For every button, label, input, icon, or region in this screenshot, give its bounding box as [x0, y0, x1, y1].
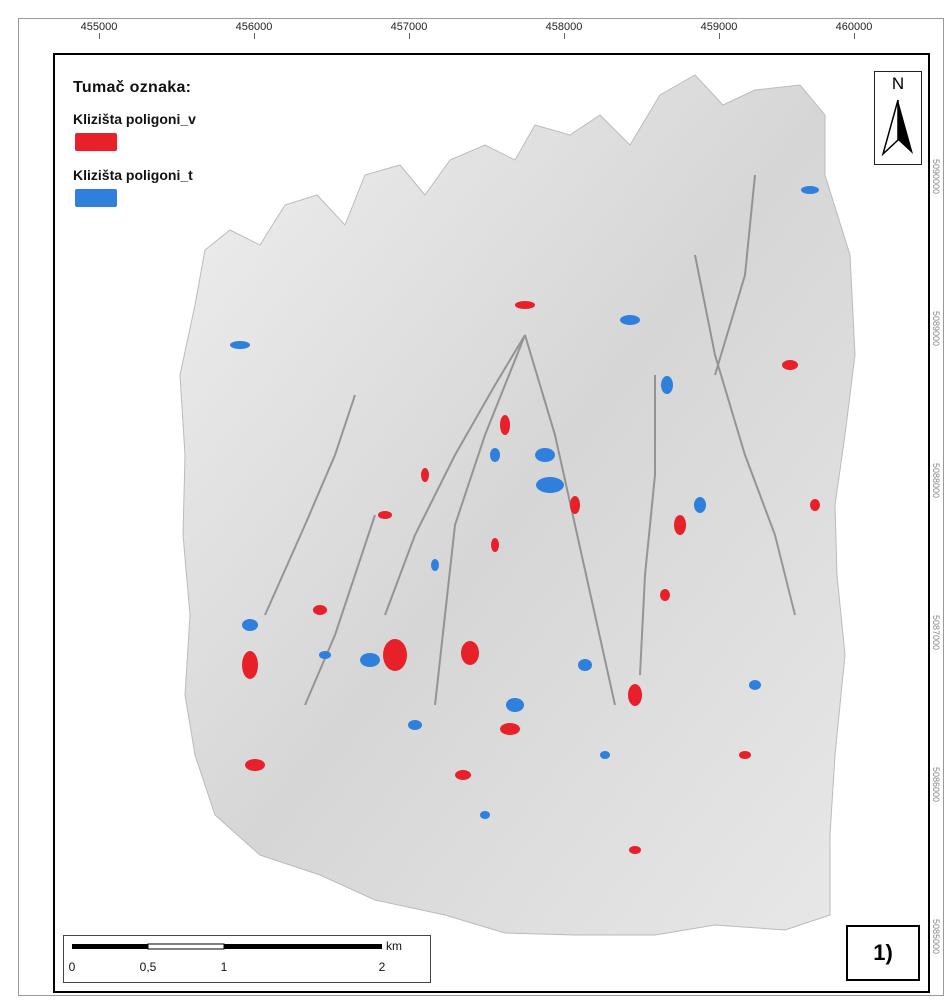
right-tick-label: 5087000 — [931, 615, 941, 651]
right-tick-label: 5085000 — [931, 919, 941, 955]
top-tick-label: 458000 — [545, 21, 583, 33]
landslides-blue — [230, 186, 819, 819]
top-tick-mark — [854, 33, 855, 39]
panel-label: 1) — [846, 925, 920, 981]
right-tick-label: 5090000 — [931, 159, 941, 195]
legend-label-red: Klizišta poligoni_v — [73, 111, 196, 127]
scale-bar-graphic — [72, 943, 382, 950]
terrain-map[interactable] — [55, 55, 930, 993]
top-tick-label: 456000 — [235, 21, 273, 33]
right-tick-label: 5088000 — [931, 463, 941, 499]
landslides-red — [242, 301, 820, 854]
top-tick-mark — [254, 33, 255, 39]
top-tick-label: 457000 — [390, 21, 428, 33]
top-tick-mark — [409, 33, 410, 39]
drainage-lines — [264, 174, 796, 706]
top-tick-label: 455000 — [80, 21, 118, 33]
right-tick-label: 5089000 — [931, 311, 941, 347]
terrain-area — [179, 74, 856, 936]
map-frame: 455000 456000 457000 458000 459000 46000… — [18, 18, 944, 996]
top-tick-mark — [719, 33, 720, 39]
north-arrow-icon — [881, 99, 913, 157]
top-tick-label: 460000 — [835, 21, 873, 33]
scale-label: 2 — [378, 960, 386, 974]
north-arrow: N — [874, 71, 922, 165]
north-label: N — [891, 74, 905, 93]
top-tick-mark — [564, 33, 565, 39]
map-canvas[interactable]: Tumač oznaka: Klizišta poligoni_v Kliziš… — [53, 53, 930, 993]
top-tick-label: 459000 — [700, 21, 738, 33]
right-tick-label: 5086000 — [931, 767, 941, 803]
legend-swatch-blue — [75, 189, 117, 207]
scale-label: 0,5 — [139, 960, 157, 974]
legend-swatch-red — [75, 133, 117, 151]
scale-unit: km — [386, 939, 402, 953]
top-tick-mark — [99, 33, 100, 39]
scale-bar: 0 0,5 1 2 km — [63, 935, 431, 983]
scale-label: 1 — [220, 960, 228, 974]
scale-label: 0 — [68, 960, 76, 974]
legend-title: Tumač oznaka: — [73, 79, 192, 96]
legend-label-blue: Klizišta poligoni_t — [73, 167, 193, 183]
